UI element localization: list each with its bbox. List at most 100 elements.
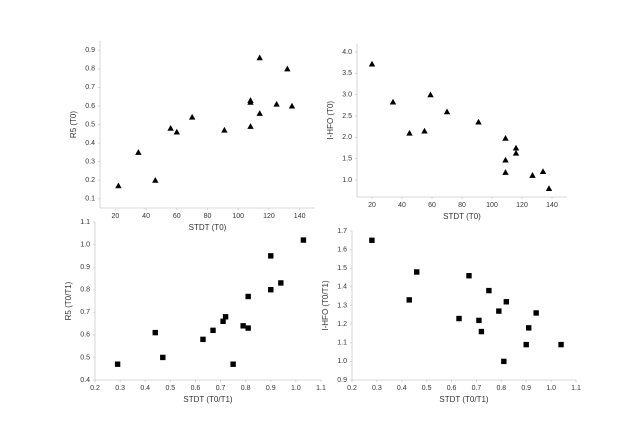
x-tick-label: 60: [428, 202, 436, 209]
x-tick-label: 20: [111, 213, 119, 220]
point: [221, 126, 228, 133]
point: [173, 128, 180, 135]
point: [245, 293, 251, 300]
x-tick-label: 100: [486, 202, 498, 209]
x-tick-label: 40: [398, 202, 406, 209]
y-tick-label: 0.4: [80, 377, 90, 384]
point: [478, 328, 485, 335]
y-axis-title: I-HFO (T0): [326, 101, 335, 140]
x-tick-label: 0.3: [115, 385, 125, 392]
point: [476, 317, 482, 324]
point: [466, 273, 472, 279]
y-tick-label: 0.9: [337, 377, 347, 384]
y-tick-label: 1.5: [337, 265, 347, 272]
x-tick-label: 0.8: [496, 385, 506, 392]
x-axis-title: STDT (T0/T1): [183, 395, 233, 404]
y-tick-label: 1.1: [80, 219, 90, 226]
x-tick-label: 40: [142, 213, 150, 220]
x-tick-label: 0.4: [397, 385, 407, 392]
y-tick-label: 4.0: [342, 49, 352, 56]
y-tick-label: 0.7: [80, 309, 90, 316]
point: [558, 341, 564, 348]
x-tick-label: 120: [263, 213, 275, 220]
x-tick-label: 20: [368, 202, 376, 209]
point: [200, 336, 206, 343]
point: [167, 125, 174, 131]
y-tick-label: 0.5: [85, 121, 95, 128]
point: [368, 60, 376, 67]
point: [406, 129, 413, 136]
point: [389, 98, 397, 105]
point: [152, 176, 159, 183]
y-tick-label: 1.0: [337, 358, 347, 365]
x-tick-label: 80: [458, 202, 466, 209]
point: [210, 327, 216, 334]
y-tick-label: 3.5: [342, 70, 352, 77]
point: [496, 308, 502, 314]
y-tick-label: 1.1: [337, 340, 347, 347]
y-axis-title: R5 (T0/T1): [64, 281, 73, 320]
point: [114, 361, 121, 367]
y-tick-label: 1.5: [342, 155, 352, 162]
point: [502, 169, 509, 175]
x-tick-label: 80: [204, 213, 212, 220]
point: [545, 185, 553, 192]
x-tick-label: 0.3: [372, 385, 382, 392]
point: [533, 310, 539, 316]
x-tick-label: 0.5: [422, 385, 432, 392]
point: [273, 100, 280, 107]
y-tick-label: 1.7: [337, 228, 347, 235]
y-tick-label: 0.4: [85, 140, 95, 147]
x-tick-label: 0.6: [447, 385, 457, 392]
x-tick-label: 1.1: [571, 385, 581, 392]
y-tick-label: 0.5: [80, 354, 90, 361]
point: [288, 102, 296, 109]
point: [230, 361, 236, 367]
point: [414, 269, 420, 275]
point: [247, 97, 254, 103]
point: [502, 156, 509, 163]
y-axis-title: I-HFO (T0/T1): [321, 280, 330, 331]
x-tick-label: 120: [516, 202, 528, 209]
point: [523, 341, 529, 348]
point: [369, 237, 375, 244]
x-tick-label: 1.1: [316, 385, 326, 392]
x-tick-label: 0.4: [140, 385, 150, 392]
point: [502, 134, 509, 141]
x-tick-label: 0.9: [266, 385, 276, 392]
point: [220, 318, 226, 325]
y-tick-label: 1.4: [337, 284, 347, 291]
x-tick-label: 0.8: [241, 385, 251, 392]
x-tick-label: 0.2: [347, 385, 357, 392]
x-tick-label: 100: [232, 213, 244, 220]
point: [256, 54, 263, 61]
point: [284, 65, 291, 72]
point: [512, 149, 520, 156]
y-tick-label: 0.8: [85, 66, 95, 73]
y-axis-title: R5 (T0): [69, 111, 78, 138]
point: [160, 354, 166, 361]
point: [539, 168, 547, 174]
x-tick-label: 1.0: [291, 385, 301, 392]
x-tick-label: 60: [173, 213, 181, 220]
point: [529, 172, 536, 178]
point: [427, 91, 434, 98]
point: [512, 144, 520, 151]
y-tick-label: 0.9: [85, 47, 95, 54]
point: [300, 237, 307, 243]
point: [188, 113, 196, 120]
y-tick-label: 0.2: [85, 177, 95, 184]
x-tick-label: 140: [294, 213, 306, 220]
y-tick-label: 0.7: [85, 84, 95, 91]
x-tick-label: 0.7: [472, 385, 482, 392]
point: [135, 149, 142, 155]
y-tick-label: 0.1: [85, 196, 95, 203]
point: [486, 287, 492, 294]
x-tick-label: 0.6: [191, 385, 201, 392]
x-axis-title: STDT (T0/T1): [439, 395, 489, 404]
y-tick-label: 1.3: [337, 302, 347, 309]
point: [256, 110, 263, 116]
x-tick-label: 0.9: [521, 385, 531, 392]
y-tick-label: 0.6: [80, 332, 90, 339]
